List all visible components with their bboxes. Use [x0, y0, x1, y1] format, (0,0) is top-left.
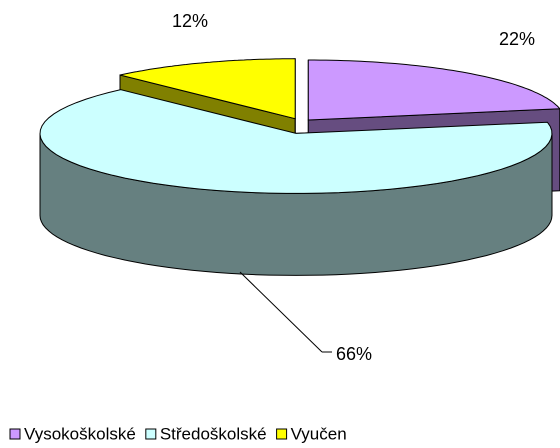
- labels: 22% 66% 12%: [172, 11, 535, 364]
- slice: [39, 89, 553, 194]
- legend-label: Středoškolské: [160, 424, 267, 443]
- legend: Vysokoškolské Středoškolské Vyučen: [9, 424, 347, 443]
- leader-line: [239, 271, 323, 353]
- data-label: 66%: [336, 344, 372, 364]
- slice: [307, 59, 560, 121]
- data-label: 22%: [499, 29, 535, 49]
- legend-swatch: [9, 428, 21, 440]
- slice: [119, 58, 296, 120]
- pie: [39, 58, 560, 276]
- legend-swatch: [276, 428, 288, 440]
- data-label: 12%: [172, 11, 208, 31]
- legend-label: Vysokoškolské: [24, 424, 136, 443]
- legend-swatch: [145, 428, 157, 440]
- legend-label: Vyučen: [291, 424, 347, 443]
